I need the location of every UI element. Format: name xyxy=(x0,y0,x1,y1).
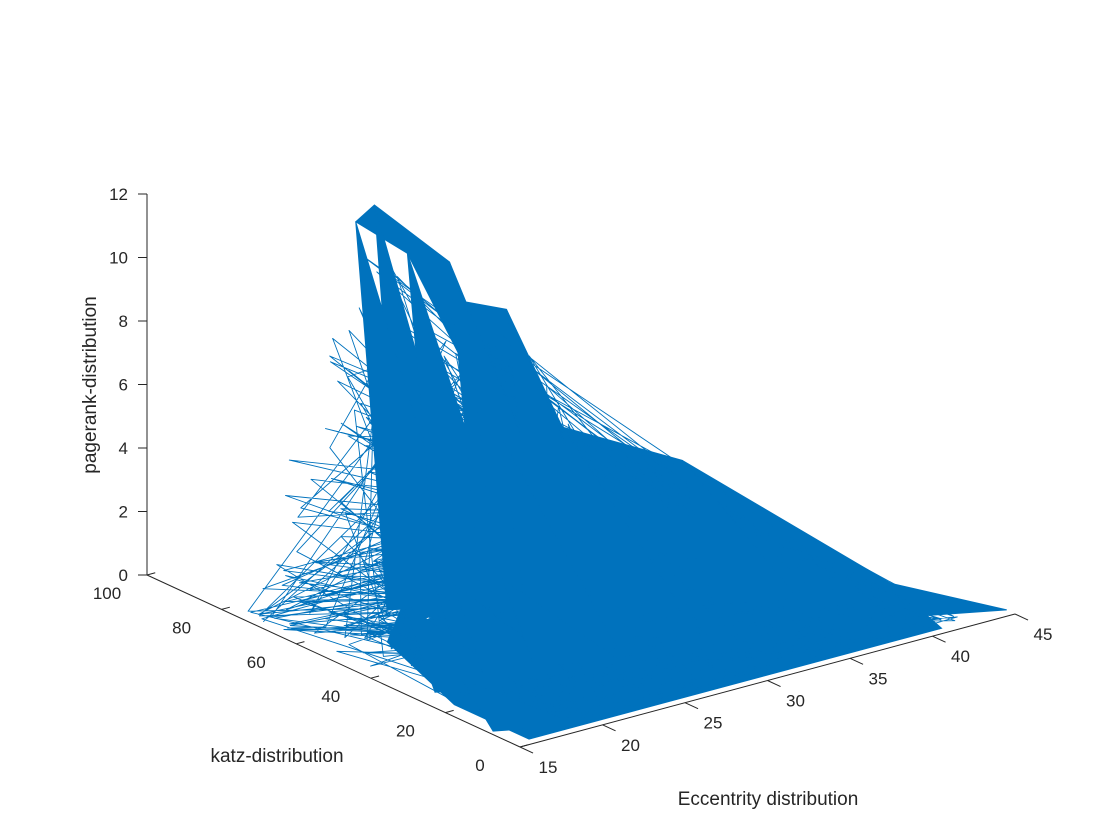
x-tick-label: 30 xyxy=(786,692,805,711)
y-tick-mark xyxy=(221,606,230,610)
x-axis-label: Eccentrity distribution xyxy=(678,789,859,810)
x-tick-mark xyxy=(1014,613,1029,621)
y-tick-label: 0 xyxy=(475,756,484,775)
x-tick-mark xyxy=(519,746,534,754)
z-tick-label: 6 xyxy=(119,376,128,395)
data-peak xyxy=(501,577,621,667)
data-peak xyxy=(460,678,578,732)
x-tick-label: 25 xyxy=(704,714,723,733)
x-tick-mark xyxy=(767,680,781,687)
x-tick-mark xyxy=(849,657,864,665)
z-tick-label: 2 xyxy=(119,503,128,522)
data-surface xyxy=(247,204,1007,740)
y-tick-mark xyxy=(296,641,305,645)
x-tick-mark xyxy=(602,724,616,732)
data-peak xyxy=(561,426,680,610)
y-tick-mark xyxy=(370,675,380,679)
z-axis-label: pagerank-distribution xyxy=(80,296,101,473)
z-tick-label: 0 xyxy=(119,566,128,585)
tick-marks xyxy=(138,193,1029,754)
data-peak xyxy=(889,582,1007,617)
x-tick-mark xyxy=(684,702,699,710)
z-tick-label: 12 xyxy=(109,185,128,204)
y-axis-line xyxy=(146,574,521,748)
y-tick-label: 100 xyxy=(93,584,121,603)
x-tick-label: 15 xyxy=(539,758,558,777)
data-peak xyxy=(681,459,800,605)
x-tick-label: 20 xyxy=(621,736,640,755)
x-tick-label: 35 xyxy=(869,669,888,688)
y-tick-mark xyxy=(146,572,156,576)
z-tick-label: 8 xyxy=(119,312,128,331)
x-tick-label: 45 xyxy=(1034,625,1053,644)
y-tick-label: 20 xyxy=(396,722,415,741)
y-tick-mark xyxy=(445,709,454,714)
y-tick-label: 60 xyxy=(247,653,266,672)
z-tick-label: 10 xyxy=(109,249,128,268)
y-tick-label: 80 xyxy=(172,618,191,637)
y-tick-mark xyxy=(519,744,529,748)
z-tick-label: 4 xyxy=(119,439,128,458)
y-tick-label: 40 xyxy=(321,687,340,706)
x-tick-mark xyxy=(932,635,946,643)
y-axis-label: katz-distribution xyxy=(210,746,343,767)
x-tick-label: 40 xyxy=(951,647,970,666)
